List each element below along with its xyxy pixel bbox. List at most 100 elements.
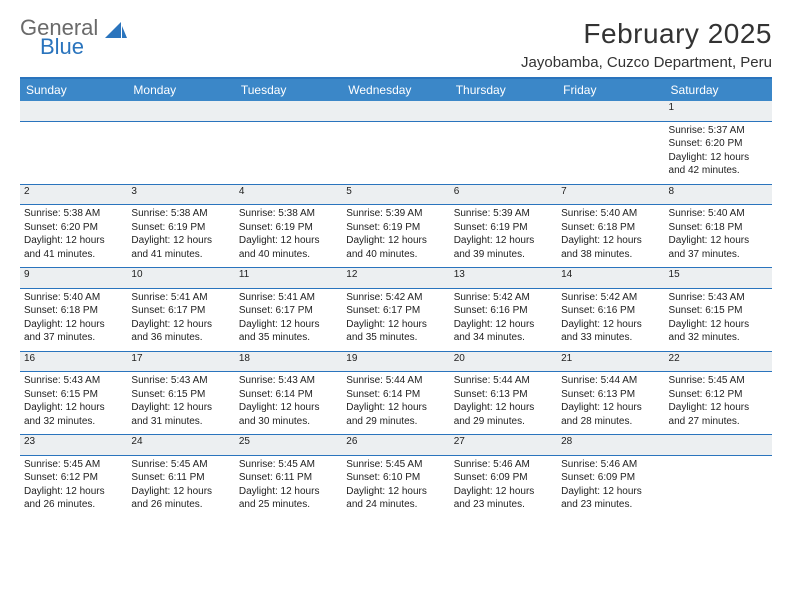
sunrise-line: Sunrise: 5:40 AM bbox=[669, 207, 768, 221]
daynum-row: 9101112131415 bbox=[20, 268, 772, 289]
daylight-line: Daylight: 12 hours and 42 minutes. bbox=[669, 151, 768, 178]
daylight-line: Daylight: 12 hours and 41 minutes. bbox=[131, 234, 230, 261]
day-number-cell: 22 bbox=[665, 351, 772, 372]
day-number-cell: 16 bbox=[20, 351, 127, 372]
logo: General Blue bbox=[20, 18, 127, 58]
daylight-line: Daylight: 12 hours and 36 minutes. bbox=[131, 318, 230, 345]
sunrise-line: Sunrise: 5:44 AM bbox=[561, 374, 660, 388]
daylight-line: Daylight: 12 hours and 26 minutes. bbox=[131, 485, 230, 512]
daylight-line: Daylight: 12 hours and 35 minutes. bbox=[346, 318, 445, 345]
sunset-line: Sunset: 6:14 PM bbox=[239, 388, 338, 402]
sunset-line: Sunset: 6:11 PM bbox=[131, 471, 230, 485]
sunrise-line: Sunrise: 5:44 AM bbox=[454, 374, 553, 388]
day-number-cell: 15 bbox=[665, 268, 772, 289]
sunrise-line: Sunrise: 5:45 AM bbox=[131, 458, 230, 472]
day-number-cell: 11 bbox=[235, 268, 342, 289]
sunset-line: Sunset: 6:11 PM bbox=[239, 471, 338, 485]
daybody-row: Sunrise: 5:38 AMSunset: 6:20 PMDaylight:… bbox=[20, 205, 772, 268]
weekday-header: Thursday bbox=[450, 79, 557, 101]
daylight-line: Daylight: 12 hours and 37 minutes. bbox=[24, 318, 123, 345]
weekday-header: Saturday bbox=[665, 79, 772, 101]
day-number-cell: 17 bbox=[127, 351, 234, 372]
sunrise-line: Sunrise: 5:38 AM bbox=[131, 207, 230, 221]
daylight-line: Daylight: 12 hours and 26 minutes. bbox=[24, 485, 123, 512]
sunrise-line: Sunrise: 5:42 AM bbox=[561, 291, 660, 305]
sunrise-line: Sunrise: 5:38 AM bbox=[24, 207, 123, 221]
sunset-line: Sunset: 6:19 PM bbox=[346, 221, 445, 235]
sunrise-line: Sunrise: 5:45 AM bbox=[346, 458, 445, 472]
day-number-cell bbox=[557, 101, 664, 121]
sunrise-line: Sunrise: 5:40 AM bbox=[561, 207, 660, 221]
day-number-cell: 24 bbox=[127, 435, 234, 456]
day-number-cell: 28 bbox=[557, 435, 664, 456]
day-number-cell: 27 bbox=[450, 435, 557, 456]
daynum-row: 2345678 bbox=[20, 184, 772, 205]
daylight-line: Daylight: 12 hours and 29 minutes. bbox=[454, 401, 553, 428]
day-body-cell: Sunrise: 5:42 AMSunset: 6:17 PMDaylight:… bbox=[342, 288, 449, 351]
daylight-line: Daylight: 12 hours and 30 minutes. bbox=[239, 401, 338, 428]
day-body-cell: Sunrise: 5:38 AMSunset: 6:19 PMDaylight:… bbox=[127, 205, 234, 268]
day-body-cell: Sunrise: 5:43 AMSunset: 6:14 PMDaylight:… bbox=[235, 372, 342, 435]
daylight-line: Daylight: 12 hours and 24 minutes. bbox=[346, 485, 445, 512]
weekday-header: Sunday bbox=[20, 79, 127, 101]
day-body-cell bbox=[557, 121, 664, 184]
daylight-line: Daylight: 12 hours and 37 minutes. bbox=[669, 234, 768, 261]
day-body-cell: Sunrise: 5:42 AMSunset: 6:16 PMDaylight:… bbox=[557, 288, 664, 351]
calendar-table: SundayMondayTuesdayWednesdayThursdayFrid… bbox=[20, 79, 772, 518]
daylight-line: Daylight: 12 hours and 35 minutes. bbox=[239, 318, 338, 345]
day-number-cell: 25 bbox=[235, 435, 342, 456]
sunset-line: Sunset: 6:17 PM bbox=[346, 304, 445, 318]
weekday-header: Wednesday bbox=[342, 79, 449, 101]
sunset-line: Sunset: 6:13 PM bbox=[561, 388, 660, 402]
sunset-line: Sunset: 6:15 PM bbox=[669, 304, 768, 318]
sunrise-line: Sunrise: 5:38 AM bbox=[239, 207, 338, 221]
day-body-cell: Sunrise: 5:44 AMSunset: 6:13 PMDaylight:… bbox=[557, 372, 664, 435]
daynum-row: 1 bbox=[20, 101, 772, 121]
daylight-line: Daylight: 12 hours and 28 minutes. bbox=[561, 401, 660, 428]
day-number-cell: 20 bbox=[450, 351, 557, 372]
day-body-cell bbox=[665, 455, 772, 518]
daylight-line: Daylight: 12 hours and 23 minutes. bbox=[454, 485, 553, 512]
day-number-cell: 21 bbox=[557, 351, 664, 372]
sunrise-line: Sunrise: 5:43 AM bbox=[239, 374, 338, 388]
sunrise-line: Sunrise: 5:43 AM bbox=[24, 374, 123, 388]
day-body-cell: Sunrise: 5:44 AMSunset: 6:14 PMDaylight:… bbox=[342, 372, 449, 435]
day-body-cell: Sunrise: 5:39 AMSunset: 6:19 PMDaylight:… bbox=[342, 205, 449, 268]
sunrise-line: Sunrise: 5:43 AM bbox=[669, 291, 768, 305]
weekday-header: Friday bbox=[557, 79, 664, 101]
day-body-cell: Sunrise: 5:43 AMSunset: 6:15 PMDaylight:… bbox=[20, 372, 127, 435]
sunset-line: Sunset: 6:12 PM bbox=[24, 471, 123, 485]
daylight-line: Daylight: 12 hours and 33 minutes. bbox=[561, 318, 660, 345]
day-number-cell bbox=[20, 101, 127, 121]
day-number-cell: 3 bbox=[127, 184, 234, 205]
day-number-cell: 13 bbox=[450, 268, 557, 289]
day-body-cell bbox=[20, 121, 127, 184]
day-body-cell: Sunrise: 5:38 AMSunset: 6:19 PMDaylight:… bbox=[235, 205, 342, 268]
day-body-cell: Sunrise: 5:38 AMSunset: 6:20 PMDaylight:… bbox=[20, 205, 127, 268]
sunrise-line: Sunrise: 5:46 AM bbox=[561, 458, 660, 472]
daylight-line: Daylight: 12 hours and 41 minutes. bbox=[24, 234, 123, 261]
page-title: February 2025 bbox=[521, 18, 772, 50]
daylight-line: Daylight: 12 hours and 40 minutes. bbox=[239, 234, 338, 261]
daylight-line: Daylight: 12 hours and 38 minutes. bbox=[561, 234, 660, 261]
day-body-cell: Sunrise: 5:43 AMSunset: 6:15 PMDaylight:… bbox=[127, 372, 234, 435]
sunrise-line: Sunrise: 5:37 AM bbox=[669, 124, 768, 138]
sunset-line: Sunset: 6:10 PM bbox=[346, 471, 445, 485]
day-number-cell bbox=[665, 435, 772, 456]
sunrise-line: Sunrise: 5:45 AM bbox=[24, 458, 123, 472]
day-number-cell: 26 bbox=[342, 435, 449, 456]
daylight-line: Daylight: 12 hours and 39 minutes. bbox=[454, 234, 553, 261]
day-body-cell: Sunrise: 5:37 AMSunset: 6:20 PMDaylight:… bbox=[665, 121, 772, 184]
day-number-cell: 5 bbox=[342, 184, 449, 205]
day-body-cell: Sunrise: 5:45 AMSunset: 6:11 PMDaylight:… bbox=[235, 455, 342, 518]
day-number-cell bbox=[235, 101, 342, 121]
day-number-cell: 6 bbox=[450, 184, 557, 205]
sunset-line: Sunset: 6:15 PM bbox=[24, 388, 123, 402]
day-body-cell: Sunrise: 5:46 AMSunset: 6:09 PMDaylight:… bbox=[557, 455, 664, 518]
weekday-header: Monday bbox=[127, 79, 234, 101]
daynum-row: 16171819202122 bbox=[20, 351, 772, 372]
sunrise-line: Sunrise: 5:39 AM bbox=[346, 207, 445, 221]
day-number-cell bbox=[127, 101, 234, 121]
sunrise-line: Sunrise: 5:42 AM bbox=[454, 291, 553, 305]
sunrise-line: Sunrise: 5:45 AM bbox=[239, 458, 338, 472]
